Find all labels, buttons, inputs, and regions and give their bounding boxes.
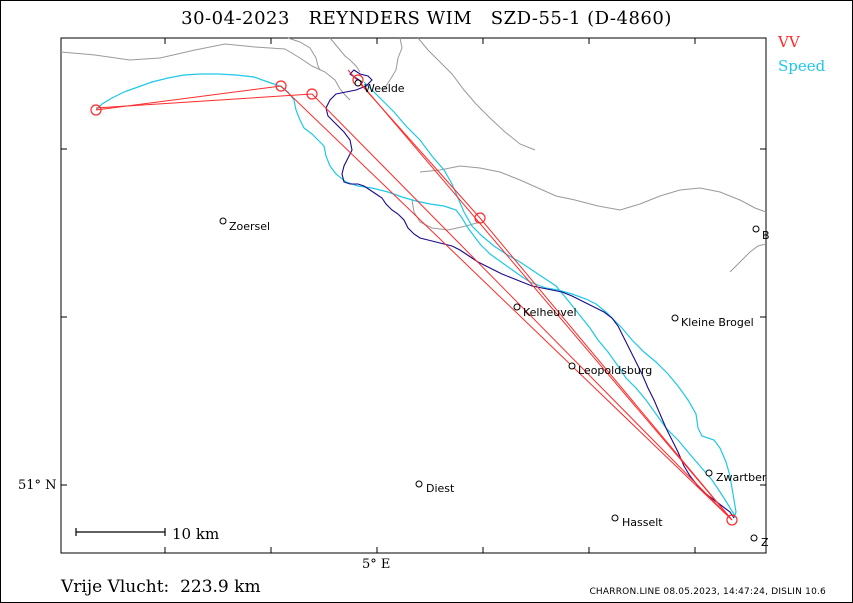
- city-kleine-brogel: Kleine Brogel: [681, 316, 754, 329]
- city-markers: [219, 79, 760, 542]
- map-plot-area: [60, 37, 767, 554]
- city-zoersel: Zoersel: [229, 220, 271, 233]
- speed-track: [95, 73, 737, 519]
- city-b: B: [762, 229, 770, 242]
- longitude-label: 5° E: [362, 557, 391, 572]
- speed-track-return: [363, 81, 736, 517]
- border-lines: [60, 37, 767, 273]
- city-kelheuvel: Kelheuvel: [523, 306, 577, 319]
- city-diest: Diest: [426, 482, 455, 495]
- city-z: Z: [761, 536, 769, 549]
- legend-vv: VV: [778, 33, 800, 51]
- task-legs: [95, 69, 733, 521]
- latitude-label: 51° N: [18, 478, 57, 493]
- free-flight-distance: Vrije Vlucht: 223.9 km: [61, 577, 261, 597]
- city-zwartber: Zwartber: [716, 471, 767, 484]
- scale-label: 10 km: [172, 525, 220, 543]
- page-title: 30-04-2023 REYNDERS WIM SZD-55-1 (D-4860…: [181, 8, 672, 29]
- city-hasselt: Hasselt: [622, 516, 663, 529]
- axis-ticks: [61, 38, 766, 553]
- city-leopoldsburg: Leopoldsburg: [578, 364, 653, 377]
- footer-info: CHARRON.LINE 08.05.2023, 14:47:24, DISLI…: [589, 587, 826, 597]
- city-weelde: Weelde: [364, 82, 405, 95]
- turnpoints: [90, 74, 738, 526]
- legend-speed: Speed: [778, 57, 826, 75]
- flight-track: [325, 69, 735, 519]
- scale-bar: [75, 528, 166, 536]
